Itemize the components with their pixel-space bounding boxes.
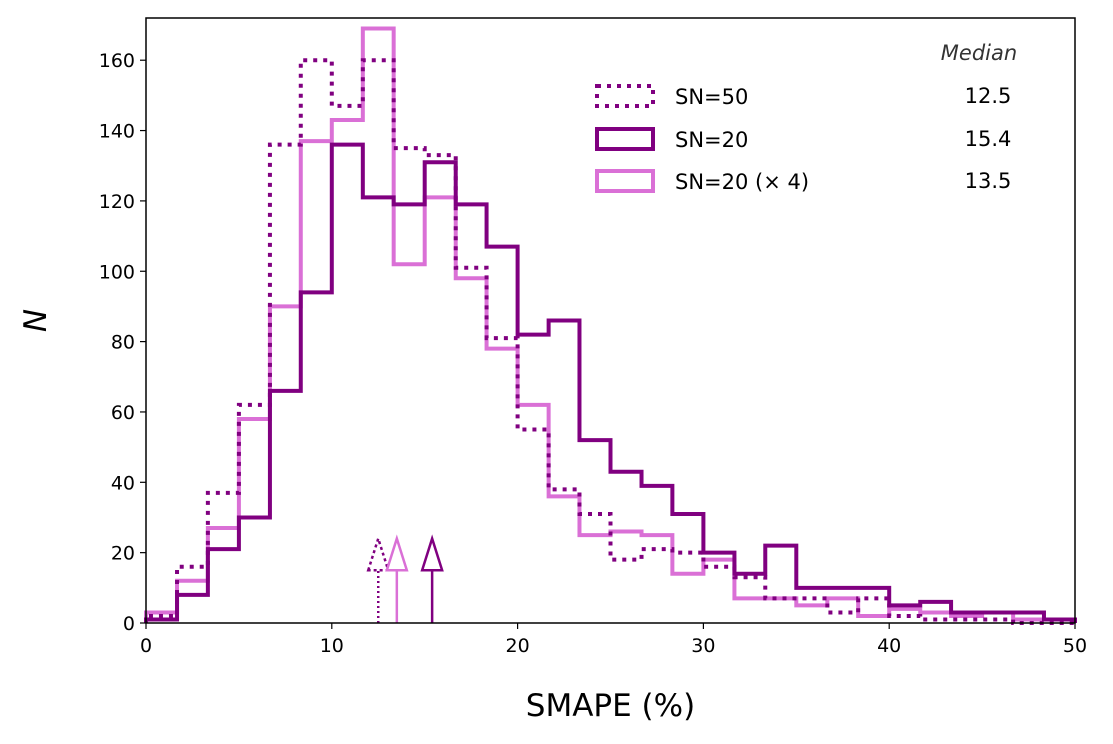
median-arrow-head: [420, 534, 444, 572]
x-axis-label: SMAPE (%): [526, 688, 695, 724]
y-tick-label: 60: [111, 402, 135, 424]
y-tick-label: 20: [111, 543, 135, 565]
legend: Median SN=50 12.5 SN=20 15.4 SN=20 (× 4) 13.5: [595, 41, 1017, 194]
legend-label: SN=20: [675, 128, 748, 152]
legend-swatch: [595, 169, 655, 193]
y-tick-label: 40: [111, 472, 135, 494]
x-tick-label: 10: [320, 635, 344, 657]
legend-swatch: [595, 84, 655, 108]
y-axis-label: N: [18, 309, 54, 332]
y-tick-label: 140: [99, 121, 135, 143]
y-tick-label: 100: [99, 261, 135, 283]
x-tick-label: 20: [506, 635, 530, 657]
x-axis-ticks: 0 10 20 30 40 50: [140, 623, 1087, 657]
legend-label: SN=50: [675, 85, 748, 109]
legend-swatch: [595, 127, 655, 151]
histogram-sn-20: [144, 142, 1077, 623]
plot-area: [144, 26, 1077, 625]
plot-frame: [145, 17, 1076, 624]
median-arrow-head: [366, 534, 390, 572]
x-tick-label: 30: [691, 635, 715, 657]
y-tick-label: 120: [99, 191, 135, 213]
x-tick-label: 50: [1063, 635, 1087, 657]
histogram-sn-50: [144, 58, 1075, 625]
median-arrow-sn-20-4-: [385, 534, 409, 623]
median-value: 12.5: [965, 84, 1012, 108]
median-value: 13.5: [965, 169, 1012, 193]
median-arrow-sn-20: [420, 534, 444, 623]
median-arrow-head: [385, 534, 409, 572]
x-tick-label: 0: [140, 635, 152, 657]
x-tick-label: 40: [877, 635, 901, 657]
histogram-sn-20-4-: [144, 26, 1077, 623]
y-tick-label: 0: [123, 613, 135, 635]
y-axis-ticks: 0 20 40 60 80 100 120 140 160: [99, 50, 146, 635]
median-header: Median: [941, 41, 1017, 65]
legend-label: SN=20 (× 4): [675, 170, 809, 194]
median-value: 15.4: [965, 127, 1012, 151]
y-tick-label: 160: [99, 50, 135, 72]
y-tick-label: 80: [111, 332, 135, 354]
median-arrow-sn-50: [366, 534, 390, 623]
